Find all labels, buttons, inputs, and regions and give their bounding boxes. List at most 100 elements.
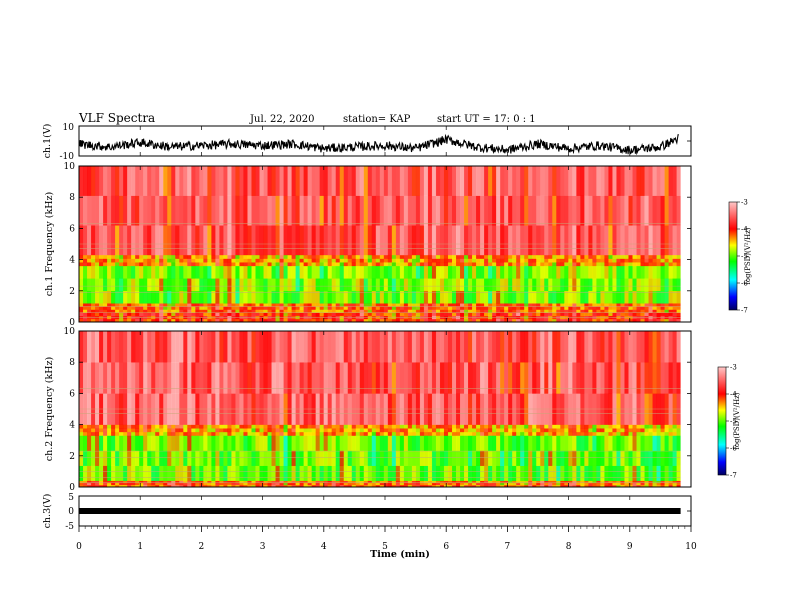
spectrogram-cell — [147, 331, 152, 363]
spectrogram-cell — [443, 195, 449, 226]
spectrogram-cell — [299, 225, 304, 256]
spectrogram-cell — [315, 431, 320, 436]
spectrogram-cell — [512, 428, 517, 433]
spectrogram-cell — [115, 303, 120, 307]
spectrogram-cell — [263, 258, 268, 263]
spectrogram-cell — [383, 435, 389, 451]
spectrogram-cell — [279, 424, 284, 429]
spectrogram-cell — [464, 290, 469, 304]
spectrogram-cell — [255, 278, 260, 292]
spectrogram-cell — [439, 254, 445, 259]
spectrogram-cell — [99, 428, 104, 433]
spectrogram-cell — [235, 450, 240, 466]
spectrogram-cell — [179, 303, 184, 307]
spectrogram-cell — [111, 318, 116, 322]
spectrogram-cell — [387, 482, 393, 486]
spectrogram-cell — [227, 450, 232, 466]
spectrogram-cell — [580, 309, 585, 313]
spectrogram-cell — [115, 225, 120, 256]
spectrogram-cell — [640, 254, 645, 259]
spectrogram-cell — [431, 290, 437, 304]
spectrogram-cell — [263, 262, 268, 267]
spectrogram-cell — [175, 278, 180, 292]
spectrogram-cell — [375, 265, 381, 279]
spectrogram-cell — [255, 424, 260, 429]
spectrogram-cell — [143, 424, 148, 429]
spectrogram-cell — [271, 482, 276, 486]
spectrogram-cell — [247, 480, 252, 484]
spectrogram-cell — [159, 428, 164, 433]
spectrogram-cell — [644, 225, 649, 256]
spectrogram-cell — [387, 318, 393, 322]
spectrogram-cell — [464, 331, 469, 363]
spectrogram-cell — [556, 318, 561, 322]
spectrogram-cell — [319, 362, 324, 394]
spectrogram-cell — [211, 424, 216, 429]
spectrogram-cell — [79, 484, 84, 487]
spectrogram-cell — [628, 254, 633, 259]
spectrogram-cell — [135, 362, 140, 394]
spectrogram-cell — [159, 312, 164, 317]
spectrogram-cell — [239, 309, 244, 313]
spectrogram-cell — [524, 428, 529, 433]
spectrogram-cell — [504, 362, 509, 394]
spectrogram-cell — [111, 482, 116, 486]
spectrogram-cell — [371, 278, 377, 292]
spectrogram-cell — [568, 331, 573, 363]
spectrogram-cell — [355, 278, 361, 292]
spectrogram-cell — [275, 290, 280, 304]
spectrogram-cell — [251, 195, 256, 226]
spectrogram-cell — [427, 484, 433, 487]
spectrogram-cell — [664, 278, 669, 292]
spectrogram-cell — [271, 424, 276, 429]
spectrogram-cell — [287, 225, 292, 256]
spectrogram-cell — [676, 254, 681, 259]
spectrogram-cell — [315, 331, 320, 363]
spectrogram-cell — [464, 480, 469, 484]
spectrogram-cell — [616, 265, 621, 279]
spectrogram-cell — [644, 362, 649, 394]
spectrogram-cell — [327, 431, 332, 436]
spectrogram-cell — [564, 482, 569, 486]
spectrogram-cell — [287, 303, 292, 307]
spectrogram-cell — [123, 225, 128, 256]
spectrogram-cell — [103, 428, 108, 433]
spectrogram-cell — [616, 362, 621, 394]
spectrogram-cell — [219, 480, 224, 484]
spectrogram-cell — [319, 258, 324, 263]
spectrogram-cell — [283, 480, 288, 484]
spectrogram-cell — [111, 450, 116, 466]
spectrogram-cell — [456, 428, 461, 433]
spectrogram-cell — [512, 435, 517, 451]
spectrogram-cell — [407, 331, 413, 363]
spectrogram-cell — [447, 312, 453, 317]
spectrogram-cell — [331, 431, 336, 436]
spectrogram-cell — [323, 166, 328, 196]
spectrogram-cell — [291, 484, 296, 487]
spectrogram-cell — [395, 278, 401, 292]
spectrogram-cell — [331, 290, 336, 304]
spectrogram-cell — [287, 318, 292, 322]
spectrogram-cell — [323, 480, 328, 484]
spectrogram-cell — [343, 465, 349, 482]
spectrogram-cell — [191, 290, 196, 304]
spectrogram-cell — [123, 312, 128, 317]
spectrogram-cell — [363, 265, 369, 279]
spectrogram-cell — [243, 424, 248, 429]
spectrogram-cell — [451, 290, 457, 304]
spectrogram-cell — [656, 306, 661, 310]
spectrogram-cell — [195, 166, 200, 196]
spectrogram-cell — [592, 265, 597, 279]
spectrogram-cell — [83, 435, 88, 451]
spectrogram-cell — [552, 480, 557, 484]
spectrogram-cell — [500, 482, 505, 486]
time-axis-tick-label: 2 — [199, 542, 205, 552]
spectrogram-cell — [239, 428, 244, 433]
spectrogram-cell — [375, 431, 381, 436]
spectrogram-cell — [415, 265, 421, 279]
spectrogram-cell — [604, 331, 609, 363]
spectrogram-cell — [560, 465, 565, 482]
spectrogram-cell — [447, 225, 453, 256]
spectrogram-cell — [407, 303, 413, 307]
spectrogram-cell — [327, 306, 332, 310]
